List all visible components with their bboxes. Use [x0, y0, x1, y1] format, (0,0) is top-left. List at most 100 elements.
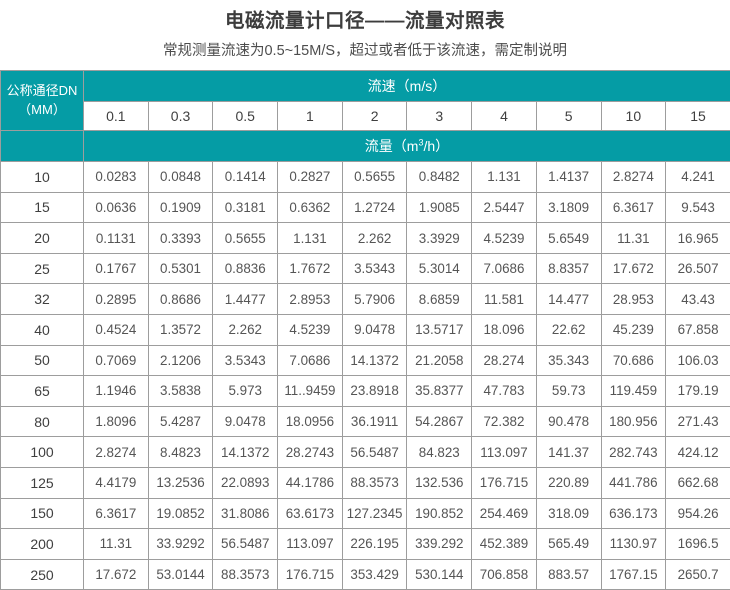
header-cell-velocity-1: 0.3 — [148, 102, 213, 131]
page-title: 电磁流量计口径——流量对照表 — [0, 0, 730, 35]
cell-flow-value: 1.131 — [472, 162, 537, 193]
cell-flow-value: 17.672 — [601, 253, 666, 284]
cell-flow-value: 106.03 — [666, 345, 730, 376]
cell-flow-value: 141.37 — [536, 437, 601, 468]
cell-flow-value: 282.743 — [601, 437, 666, 468]
cell-flow-value: 3.3929 — [407, 223, 472, 254]
cell-flow-value: 8.4823 — [148, 437, 213, 468]
cell-flow-value: 9.0478 — [342, 314, 407, 345]
cell-flow-value: 176.715 — [278, 559, 343, 590]
header-cell-velocity-4: 2 — [342, 102, 407, 131]
cell-flow-value: 4.241 — [666, 162, 730, 193]
cell-flow-value: 0.6362 — [278, 192, 343, 223]
cell-flow-value: 0.0283 — [84, 162, 149, 193]
cell-flow-value: 339.292 — [407, 529, 472, 560]
header-cell-velocity-0: 0.1 — [84, 102, 149, 131]
cell-flow-value: 220.89 — [536, 467, 601, 498]
cell-flow-value: 0.1767 — [84, 253, 149, 284]
cell-flow-value: 22.62 — [536, 314, 601, 345]
table-head: 公称通径DN （MM） 流速（m/s） 0.1 0.3 0.5 1 2 3 4 … — [1, 71, 730, 162]
cell-flow-value: 127.2345 — [342, 498, 407, 529]
cell-nominal-diameter: 250 — [1, 559, 84, 590]
cell-flow-value: 26.507 — [666, 253, 730, 284]
header-cell-velocity-9: 15 — [666, 102, 730, 131]
cell-nominal-diameter: 125 — [1, 467, 84, 498]
cell-flow-value: 14.477 — [536, 284, 601, 315]
cell-flow-value: 2650.7 — [666, 559, 730, 590]
cell-flow-value: 2.8274 — [84, 437, 149, 468]
cell-flow-value: 8.8357 — [536, 253, 601, 284]
header-cell-velocity-2: 0.5 — [213, 102, 278, 131]
cell-flow-value: 0.7069 — [84, 345, 149, 376]
cell-flow-value: 5.3014 — [407, 253, 472, 284]
header-cell-velocity-7: 5 — [536, 102, 601, 131]
cell-flow-value: 7.0686 — [278, 345, 343, 376]
cell-flow-value: 1767.15 — [601, 559, 666, 590]
cell-flow-value: 0.3393 — [148, 223, 213, 254]
cell-flow-value: 11.31 — [84, 529, 149, 560]
cell-flow-value: 0.8482 — [407, 162, 472, 193]
cell-flow-value: 1.7672 — [278, 253, 343, 284]
cell-flow-value: 56.5487 — [342, 437, 407, 468]
header-cell-velocity-band: 流速（m/s） — [84, 71, 730, 102]
cell-flow-value: 0.1414 — [213, 162, 278, 193]
cell-nominal-diameter: 10 — [1, 162, 84, 193]
cell-flow-value: 4.5239 — [472, 223, 537, 254]
cell-flow-value: 22.0893 — [213, 467, 278, 498]
cell-flow-value: 254.469 — [472, 498, 537, 529]
cell-flow-value: 84.823 — [407, 437, 472, 468]
cell-flow-value: 53.0144 — [148, 559, 213, 590]
nominal-diameter-line2: （MM） — [1, 101, 83, 120]
cell-flow-value: 3.5343 — [342, 253, 407, 284]
cell-flow-value: 88.3573 — [213, 559, 278, 590]
cell-nominal-diameter: 50 — [1, 345, 84, 376]
cell-flow-value: 1696.5 — [666, 529, 730, 560]
cell-flow-value: 452.389 — [472, 529, 537, 560]
cell-flow-value: 662.68 — [666, 467, 730, 498]
header-cell-velocity-6: 4 — [472, 102, 537, 131]
cell-flow-value: 13.5717 — [407, 314, 472, 345]
header-cell-velocity-8: 10 — [601, 102, 666, 131]
cell-nominal-diameter: 40 — [1, 314, 84, 345]
cell-flow-value: 67.858 — [666, 314, 730, 345]
cell-flow-value: 0.0636 — [84, 192, 149, 223]
cell-flow-value: 3.5343 — [213, 345, 278, 376]
cell-flow-value: 35.343 — [536, 345, 601, 376]
cell-flow-value: 113.097 — [472, 437, 537, 468]
cell-flow-value: 5.973 — [213, 376, 278, 407]
cell-flow-value: 1.2724 — [342, 192, 407, 223]
cell-flow-value: 530.144 — [407, 559, 472, 590]
cell-flow-value: 565.49 — [536, 529, 601, 560]
cell-flow-value: 88.3573 — [342, 467, 407, 498]
cell-flow-value: 16.965 — [666, 223, 730, 254]
cell-flow-value: 11.31 — [601, 223, 666, 254]
cell-flow-value: 4.5239 — [278, 314, 343, 345]
cell-flow-value: 0.1909 — [148, 192, 213, 223]
cell-flow-value: 636.173 — [601, 498, 666, 529]
cell-flow-value: 1.9085 — [407, 192, 472, 223]
cell-flow-value: 2.262 — [213, 314, 278, 345]
cell-flow-value: 706.858 — [472, 559, 537, 590]
cell-flow-value: 3.5838 — [148, 376, 213, 407]
cell-flow-value: 4.4179 — [84, 467, 149, 498]
cell-flow-value: 2.1206 — [148, 345, 213, 376]
cell-flow-value: 180.956 — [601, 406, 666, 437]
cell-flow-value: 424.12 — [666, 437, 730, 468]
cell-flow-value: 2.5447 — [472, 192, 537, 223]
cell-flow-value: 9.543 — [666, 192, 730, 223]
cell-flow-value: 33.9292 — [148, 529, 213, 560]
cell-nominal-diameter: 200 — [1, 529, 84, 560]
header-row-velocity-band: 公称通径DN （MM） 流速（m/s） — [1, 71, 730, 102]
header-cell-flow-band: 流量（m3/h） — [84, 131, 730, 162]
cell-nominal-diameter: 25 — [1, 253, 84, 284]
cell-nominal-diameter: 15 — [1, 192, 84, 223]
cell-flow-value: 13.2536 — [148, 467, 213, 498]
